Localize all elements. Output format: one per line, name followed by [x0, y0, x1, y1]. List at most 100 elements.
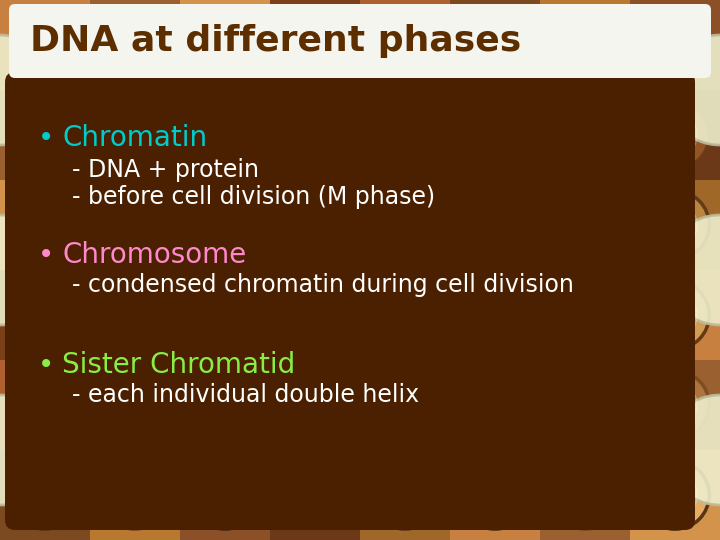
Text: •: • — [38, 241, 54, 269]
Bar — [630, 360, 720, 450]
Bar — [360, 0, 450, 90]
Bar — [540, 360, 630, 450]
Text: - before cell division (M phase): - before cell division (M phase) — [72, 185, 435, 209]
Text: DNA at different phases: DNA at different phases — [30, 24, 521, 58]
Bar — [630, 90, 720, 180]
Bar — [0, 90, 90, 180]
Circle shape — [0, 215, 55, 325]
Circle shape — [101, 371, 169, 439]
Bar — [270, 450, 360, 540]
Circle shape — [665, 35, 720, 145]
Circle shape — [461, 371, 529, 439]
Circle shape — [101, 461, 169, 529]
Bar — [450, 90, 540, 180]
Bar — [0, 360, 90, 450]
Bar — [630, 180, 720, 270]
Circle shape — [191, 11, 259, 79]
Circle shape — [551, 101, 619, 169]
Bar — [90, 180, 180, 270]
Circle shape — [551, 461, 619, 529]
Text: •: • — [38, 351, 54, 379]
Circle shape — [281, 371, 349, 439]
Bar — [180, 90, 270, 180]
Bar — [450, 450, 540, 540]
FancyBboxPatch shape — [5, 72, 695, 530]
Circle shape — [641, 11, 709, 79]
Circle shape — [371, 371, 439, 439]
Bar — [90, 0, 180, 90]
Circle shape — [371, 461, 439, 529]
Circle shape — [461, 101, 529, 169]
Circle shape — [665, 395, 720, 505]
Text: Sister Chromatid: Sister Chromatid — [62, 351, 295, 379]
FancyBboxPatch shape — [9, 4, 711, 78]
Bar — [450, 0, 540, 90]
Circle shape — [281, 191, 349, 259]
Circle shape — [281, 461, 349, 529]
Bar — [180, 270, 270, 360]
Bar — [270, 180, 360, 270]
Circle shape — [191, 281, 259, 349]
Bar — [630, 0, 720, 90]
Bar — [360, 270, 450, 360]
Bar — [0, 0, 90, 90]
Bar — [540, 450, 630, 540]
Bar — [270, 0, 360, 90]
Circle shape — [101, 11, 169, 79]
Circle shape — [551, 371, 619, 439]
Bar — [180, 0, 270, 90]
Bar — [270, 270, 360, 360]
Text: - DNA + protein: - DNA + protein — [72, 158, 259, 182]
Circle shape — [11, 11, 79, 79]
Bar — [180, 180, 270, 270]
Circle shape — [281, 11, 349, 79]
Bar — [630, 450, 720, 540]
Circle shape — [461, 281, 529, 349]
Bar — [90, 90, 180, 180]
Bar — [180, 450, 270, 540]
Circle shape — [281, 101, 349, 169]
Bar — [450, 270, 540, 360]
Bar — [180, 360, 270, 450]
Circle shape — [551, 281, 619, 349]
Circle shape — [641, 371, 709, 439]
Circle shape — [11, 281, 79, 349]
Circle shape — [641, 101, 709, 169]
Bar — [360, 90, 450, 180]
Circle shape — [641, 191, 709, 259]
Circle shape — [101, 101, 169, 169]
Text: Chromatin: Chromatin — [62, 124, 207, 152]
Bar — [0, 180, 90, 270]
Circle shape — [0, 395, 55, 505]
Bar — [450, 180, 540, 270]
Circle shape — [461, 11, 529, 79]
Bar — [90, 360, 180, 450]
Circle shape — [371, 281, 439, 349]
Circle shape — [551, 11, 619, 79]
Text: Chromosome: Chromosome — [62, 241, 246, 269]
Bar — [540, 180, 630, 270]
Circle shape — [11, 101, 79, 169]
Circle shape — [461, 461, 529, 529]
Circle shape — [371, 11, 439, 79]
Circle shape — [11, 371, 79, 439]
Circle shape — [641, 281, 709, 349]
Circle shape — [11, 461, 79, 529]
Bar — [360, 360, 450, 450]
Bar — [0, 450, 90, 540]
Text: - each individual double helix: - each individual double helix — [72, 383, 419, 407]
Bar — [360, 180, 450, 270]
Bar — [0, 270, 90, 360]
Text: - condensed chromatin during cell division: - condensed chromatin during cell divisi… — [72, 273, 574, 297]
Bar — [90, 450, 180, 540]
Bar — [90, 270, 180, 360]
Circle shape — [371, 101, 439, 169]
Circle shape — [551, 191, 619, 259]
Bar — [270, 90, 360, 180]
Circle shape — [461, 191, 529, 259]
Bar — [360, 450, 450, 540]
Circle shape — [191, 461, 259, 529]
Circle shape — [281, 281, 349, 349]
Circle shape — [0, 35, 55, 145]
Circle shape — [371, 191, 439, 259]
